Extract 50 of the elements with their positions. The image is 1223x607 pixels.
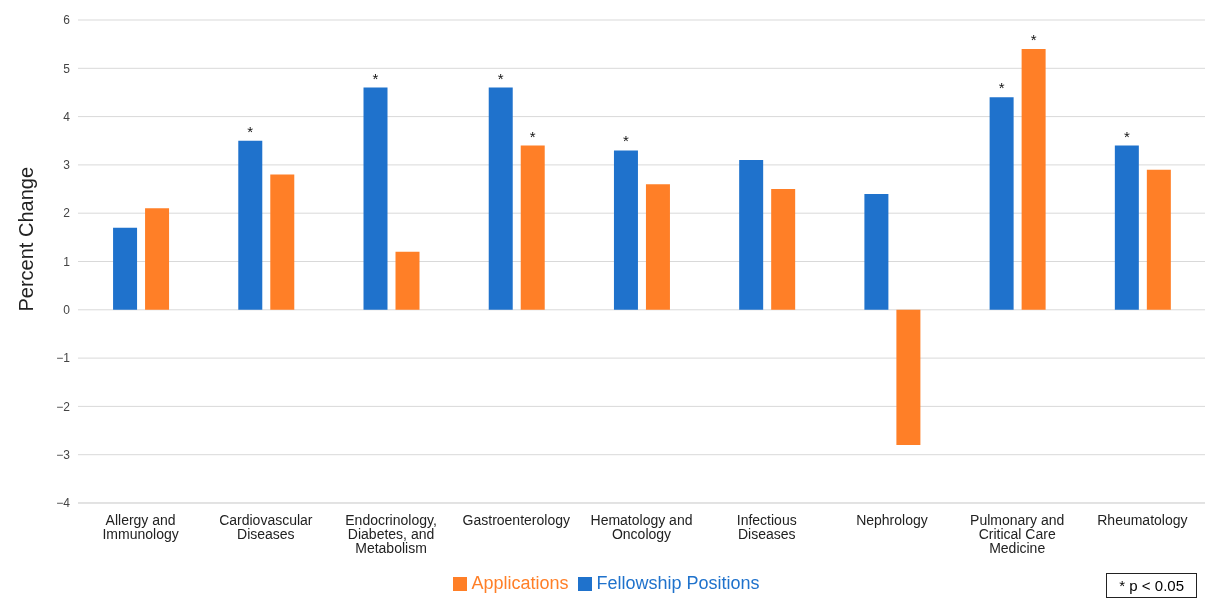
x-tick-label: Hematology and Oncology: [590, 511, 693, 542]
y-axis-title: Percent Change: [15, 166, 38, 312]
x-tick-label: Gastroenterology: [462, 511, 570, 528]
x-tick-label: Rheumatology: [1097, 511, 1188, 528]
bar: [238, 140, 263, 310]
bar: [520, 145, 545, 310]
y-tick-label: 0: [63, 303, 71, 318]
bar: [145, 208, 170, 310]
x-tick-label: Infectious Diseases: [736, 511, 797, 542]
y-tick-label: 2: [63, 206, 71, 221]
y-tick-label: −1: [56, 351, 71, 366]
bar: [1021, 48, 1046, 310]
x-tick-label: Cardiovascular Diseases: [219, 511, 313, 542]
annotation: *: [497, 69, 504, 87]
annotation: *: [998, 79, 1005, 97]
bar: [1146, 169, 1171, 310]
bar: [864, 193, 889, 310]
bar: [270, 174, 295, 310]
y-tick-label: −2: [56, 399, 71, 414]
annotation: *: [623, 132, 630, 150]
bar: [395, 251, 420, 310]
y-tick-label: −4: [56, 496, 71, 511]
y-tick-label: 6: [63, 13, 71, 28]
bar: [989, 97, 1014, 310]
bar: [645, 184, 670, 310]
x-tick-label: Nephrology: [856, 511, 928, 528]
annotation: *: [372, 69, 379, 87]
bar: [363, 87, 388, 310]
annotation: *: [1123, 127, 1130, 145]
x-tick-label: Pulmonary and Critical Care Medicine: [970, 511, 1065, 556]
legend-label: Applications: [471, 573, 569, 593]
legend-label: Fellowship Positions: [596, 573, 760, 593]
bar: [771, 189, 796, 310]
y-tick-label: 5: [63, 61, 71, 76]
bar: [113, 227, 138, 310]
bar: [1114, 145, 1139, 310]
bar: [739, 160, 764, 310]
y-tick-label: −3: [56, 447, 71, 462]
y-tick-label: 3: [63, 158, 71, 173]
bar: [613, 150, 638, 310]
y-tick-label: 4: [63, 109, 71, 124]
bar: [896, 309, 921, 446]
x-tick-label: Allergy and Immunology: [102, 511, 179, 542]
annotation: *: [247, 122, 254, 140]
y-tick-label: 1: [63, 254, 71, 269]
x-tick-label: Endocrinology, Diabetes, and Metabolism: [345, 511, 437, 556]
annotation: *: [1030, 30, 1037, 48]
bar: [488, 87, 513, 310]
annotation: *: [529, 127, 536, 145]
text: * p < 0.05: [1106, 573, 1197, 598]
